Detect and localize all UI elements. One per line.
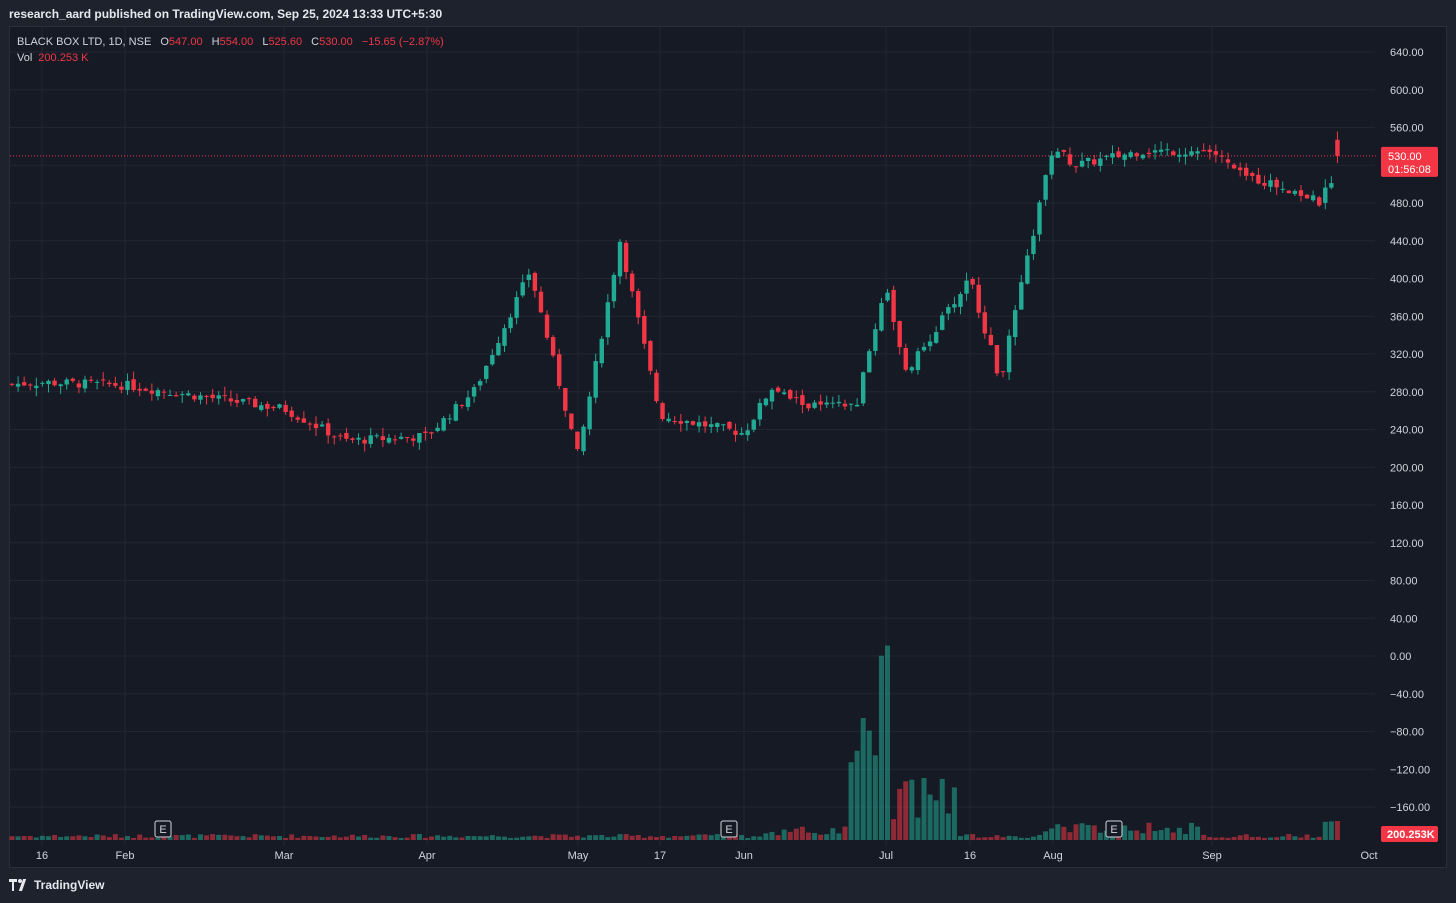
brand[interactable]: TradingView [9, 878, 104, 892]
chart-legend: BLACK BOX LTD, 1D, NSE O547.00 H554.00 L… [17, 34, 444, 66]
legend-symbol[interactable]: BLACK BOX LTD, 1D, NSE [17, 36, 152, 48]
legend-low-label: L [262, 36, 269, 48]
legend-change: −15.65 (−2.87%) [361, 36, 444, 48]
header-bar: research_aard published on TradingView.c… [0, 0, 1456, 26]
legend-volume-label: Vol [17, 52, 33, 64]
legend-low-value: 525.60 [268, 36, 303, 48]
chart-panel[interactable] [9, 26, 1447, 868]
brand-name: TradingView [34, 878, 105, 892]
footer-bar [0, 868, 1456, 903]
legend-open-label: O [160, 36, 169, 48]
legend-volume-value: 200.253 K [38, 52, 89, 64]
legend-open-value: 547.00 [168, 36, 203, 48]
legend-high-value: 554.00 [219, 36, 254, 48]
legend-close-label: C [311, 36, 320, 48]
legend-high-label: H [211, 36, 220, 48]
publish-info: research_aard published on TradingView.c… [9, 7, 443, 21]
legend-close-value: 530.00 [319, 36, 353, 48]
tradingview-logo-icon [9, 879, 27, 891]
